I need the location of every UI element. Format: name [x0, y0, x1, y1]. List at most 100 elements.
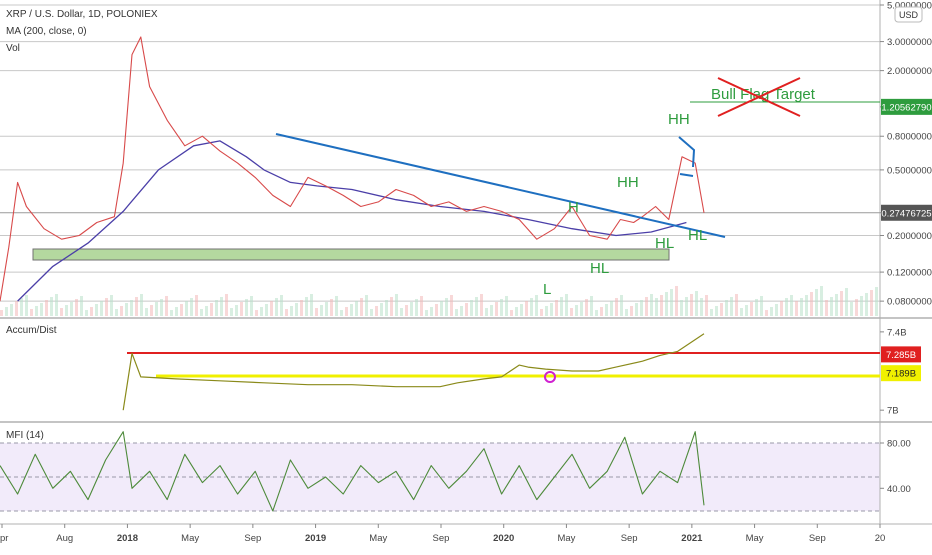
volume-bar	[60, 308, 63, 316]
volume-bar	[405, 305, 408, 316]
volume-bar	[780, 301, 783, 316]
volume-bar	[245, 299, 248, 316]
volume-bar	[870, 290, 873, 316]
volume-bar	[10, 304, 13, 316]
volume-bar	[15, 301, 18, 316]
time-tick-label: Sep	[809, 533, 826, 544]
volume-bar	[560, 297, 563, 316]
currency-badge[interactable]: USD	[894, 6, 923, 23]
volume-bar	[195, 295, 198, 316]
volume-bar	[740, 308, 743, 316]
price-level-tag	[881, 98, 932, 115]
time-tick-label: 2019	[305, 533, 326, 544]
annotation-hl-2[interactable]: HL	[688, 227, 707, 244]
volume-bar	[760, 296, 763, 316]
volume-bar	[860, 296, 863, 316]
volume-bar	[200, 309, 203, 316]
volume-bar	[380, 303, 383, 316]
price-level-tag	[881, 204, 932, 221]
volume-bar	[570, 308, 573, 316]
volume-bar	[785, 298, 788, 316]
volume-bar	[715, 306, 718, 316]
volume-bar	[455, 309, 458, 316]
volume-bar	[565, 294, 568, 316]
mfi-tick-label: 40.00	[887, 484, 911, 495]
volume-bar	[535, 295, 538, 316]
volume-bar	[655, 298, 658, 316]
volume-bar	[5, 307, 8, 316]
volume-bar	[625, 309, 628, 316]
volume-bar	[675, 286, 678, 316]
volume-bar	[240, 302, 243, 316]
volume-bar	[775, 304, 778, 316]
volume-bar	[575, 305, 578, 316]
volume-bar	[225, 294, 228, 316]
support-zone-rect[interactable]	[32, 248, 670, 261]
volume-bar	[520, 304, 523, 316]
volume-bar	[485, 308, 488, 316]
volume-bar	[615, 298, 618, 316]
volume-bar	[730, 297, 733, 316]
bull-flag-lower[interactable]	[679, 173, 694, 177]
volume-bar	[375, 306, 378, 316]
volume-bar	[250, 296, 253, 316]
volume-bar	[345, 307, 348, 316]
volume-bar	[395, 294, 398, 316]
bull-flag-pole[interactable]	[678, 136, 696, 168]
ad-tick-label: 7.4B	[887, 327, 907, 338]
volume-bar	[70, 302, 73, 316]
time-tick-label: Aug	[56, 533, 73, 544]
annotation-hh-1[interactable]: HH	[668, 111, 690, 128]
annotation-l[interactable]: L	[543, 281, 551, 298]
annotation-hh-2[interactable]: HH	[617, 174, 639, 191]
annotation-h[interactable]: H	[568, 199, 579, 216]
volume-bar	[425, 310, 428, 316]
volume-bar	[175, 307, 178, 316]
volume-bar	[590, 296, 593, 316]
mfi-axis[interactable]: 80.00 40.00	[880, 438, 911, 495]
mfi-tick-label: 80.00	[887, 438, 911, 449]
ad-tick-label: 7B	[887, 406, 899, 417]
volume-bar	[385, 300, 388, 316]
time-axis[interactable]: pr Aug 2018 May Sep 2019 May Sep 2020 May Sep 2021 M…	[0, 524, 885, 544]
volume-bar	[170, 310, 173, 316]
support-zone[interactable]	[32, 248, 670, 261]
volume-bar	[665, 292, 668, 316]
volume-bar	[90, 307, 93, 316]
annotation-hl-1[interactable]: HL	[655, 235, 674, 252]
volume-bar	[475, 297, 478, 316]
annotation-hl-3[interactable]: HL	[590, 260, 609, 277]
time-tick-label: Sep	[244, 533, 261, 544]
volume-bar	[185, 301, 188, 316]
volume-bar	[130, 300, 133, 316]
time-tick-label: 2021	[681, 533, 703, 544]
volume-bar	[835, 294, 838, 316]
volume-bar	[830, 297, 833, 316]
volume-bar	[430, 307, 433, 316]
volume-bar	[320, 305, 323, 316]
volume-bar	[465, 303, 468, 316]
volume-bar	[370, 309, 373, 316]
volume-bar	[685, 297, 688, 316]
volume-bar	[470, 300, 473, 316]
volume-bar	[435, 304, 438, 316]
volume-bar	[660, 295, 663, 316]
symbol-title: XRP / U.S. Dollar, 1D, POLONIEX	[6, 9, 158, 20]
volume-bar	[110, 295, 113, 316]
volume-bar	[335, 296, 338, 316]
volume-bar	[650, 294, 653, 316]
accum-dist-axis[interactable]: 7.4B 7B 7.285B 7.189B	[880, 327, 921, 417]
downtrend-line[interactable]	[275, 133, 726, 238]
ad-marker-circle[interactable]	[544, 371, 556, 383]
volume-bar	[640, 300, 643, 316]
volume-bar	[230, 308, 233, 316]
time-tick-label: May	[746, 533, 764, 544]
volume-bar	[490, 305, 493, 316]
volume-bar	[80, 296, 83, 316]
volume-bar	[150, 305, 153, 316]
volume-bar	[0, 310, 3, 316]
